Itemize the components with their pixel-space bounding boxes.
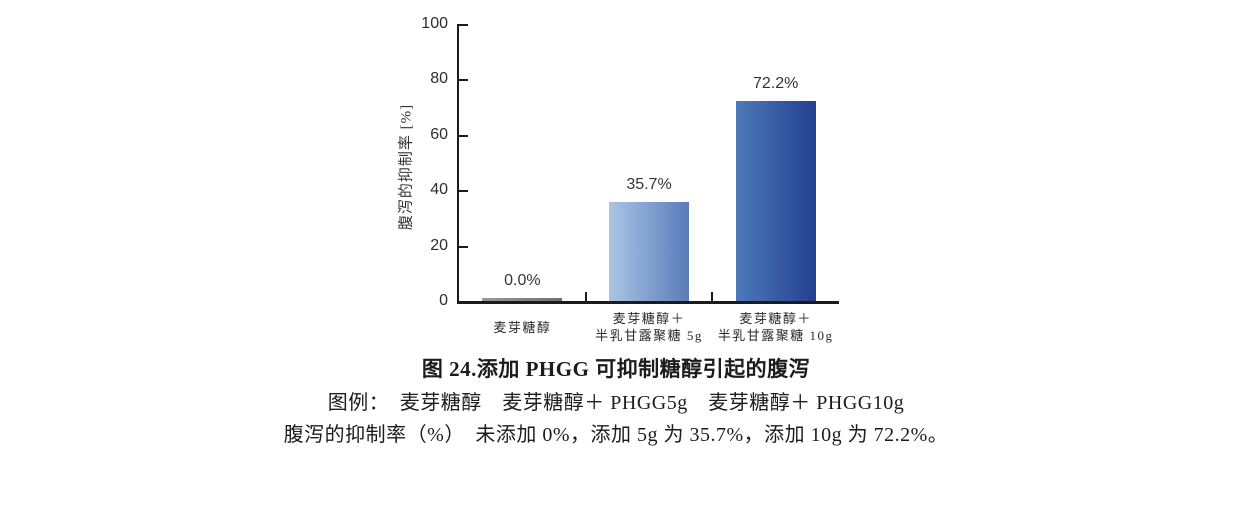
figure-legend-line: 图例： 麦芽糖醇 麦芽糖醇＋ PHGG5g 麦芽糖醇＋ PHGG10g [327,392,905,414]
x-axis-tick [711,292,714,301]
bar [482,298,563,301]
y-axis-tick-label: 20 [430,236,448,254]
x-category-label: 麦芽糖醇 [459,310,586,344]
figure-caption: 图 24.添加 PHGG 可抑制糖醇引起的腹泻 图例： 麦芽糖醇 麦芽糖醇＋ P… [0,356,1232,448]
figure-note-line: 腹泻的抑制率（%） 未添加 0%，添加 5g 为 35.7%，添加 10g 为 … [283,424,949,446]
x-category-label-line: 麦芽糖醇＋ [612,311,686,326]
x-category-label-line: 麦芽糖醇＋ [739,311,812,326]
y-axis-tick-label: 80 [430,70,448,88]
figure-title: 图 24.添加 PHGG 可抑制糖醇引起的腹泻 [421,357,811,381]
bar [735,101,816,301]
y-axis-tick [459,79,468,82]
x-category-label-line: 半乳甘露聚糖 10g [717,328,834,343]
y-axis-tick [459,134,468,137]
bar-value-label: 35.7% [626,176,672,194]
y-axis-tick [459,190,468,193]
bar-value-label: 72.2% [752,75,799,93]
y-axis-tick-label: 60 [430,125,448,143]
x-category-label-line: 半乳甘露聚糖 5g [595,328,703,343]
y-axis-tick [459,24,468,26]
x-category-label: 麦芽糖醇＋ 半乳甘露聚糖 10g [712,310,839,344]
bar-value-label: 0.0% [504,272,541,289]
bar [609,202,689,301]
y-axis-tick-label: 0 [439,292,448,309]
y-axis-label: 腹泻的抑制率 [%] [398,103,415,231]
x-category-label-line: 麦芽糖醇 [493,319,552,335]
y-axis-tick-label: 100 [421,15,448,32]
x-axis-tick [584,292,587,301]
x-category-label: 麦芽糖醇＋ 半乳甘露聚糖 5g [586,310,713,344]
plot-area: 0 20 40 60 80 100 0.0% 麦芽糖醇 35.7% 麦芽糖醇＋ 半乳甘露聚糖 5g 7… [421,15,839,343]
y-axis-tick [459,245,468,248]
y-axis-tick-label: 40 [430,181,448,199]
